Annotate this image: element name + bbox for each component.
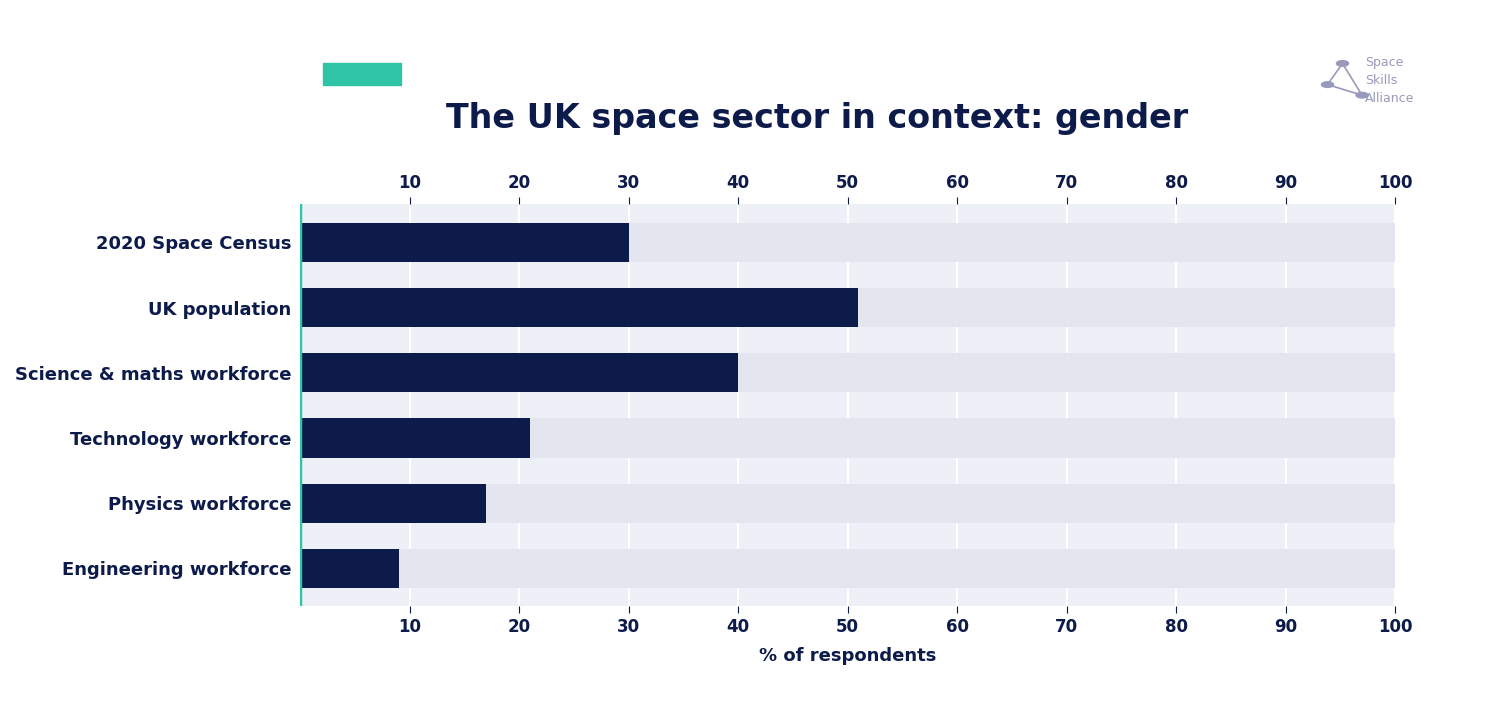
Bar xyxy=(300,288,858,327)
Bar xyxy=(300,484,1395,523)
Bar xyxy=(300,484,486,523)
X-axis label: % of respondents: % of respondents xyxy=(759,647,936,666)
Bar xyxy=(300,549,1395,588)
Bar xyxy=(300,223,628,262)
Bar xyxy=(300,223,1395,262)
Bar xyxy=(300,549,399,588)
Bar xyxy=(300,419,530,458)
Text: The UK space sector in context: gender: The UK space sector in context: gender xyxy=(447,102,1188,135)
Bar xyxy=(300,419,1395,458)
Bar xyxy=(300,288,1395,327)
Bar xyxy=(300,353,738,392)
Bar xyxy=(300,353,1395,392)
Text: Space
Skills
Alliance: Space Skills Alliance xyxy=(1365,56,1414,106)
